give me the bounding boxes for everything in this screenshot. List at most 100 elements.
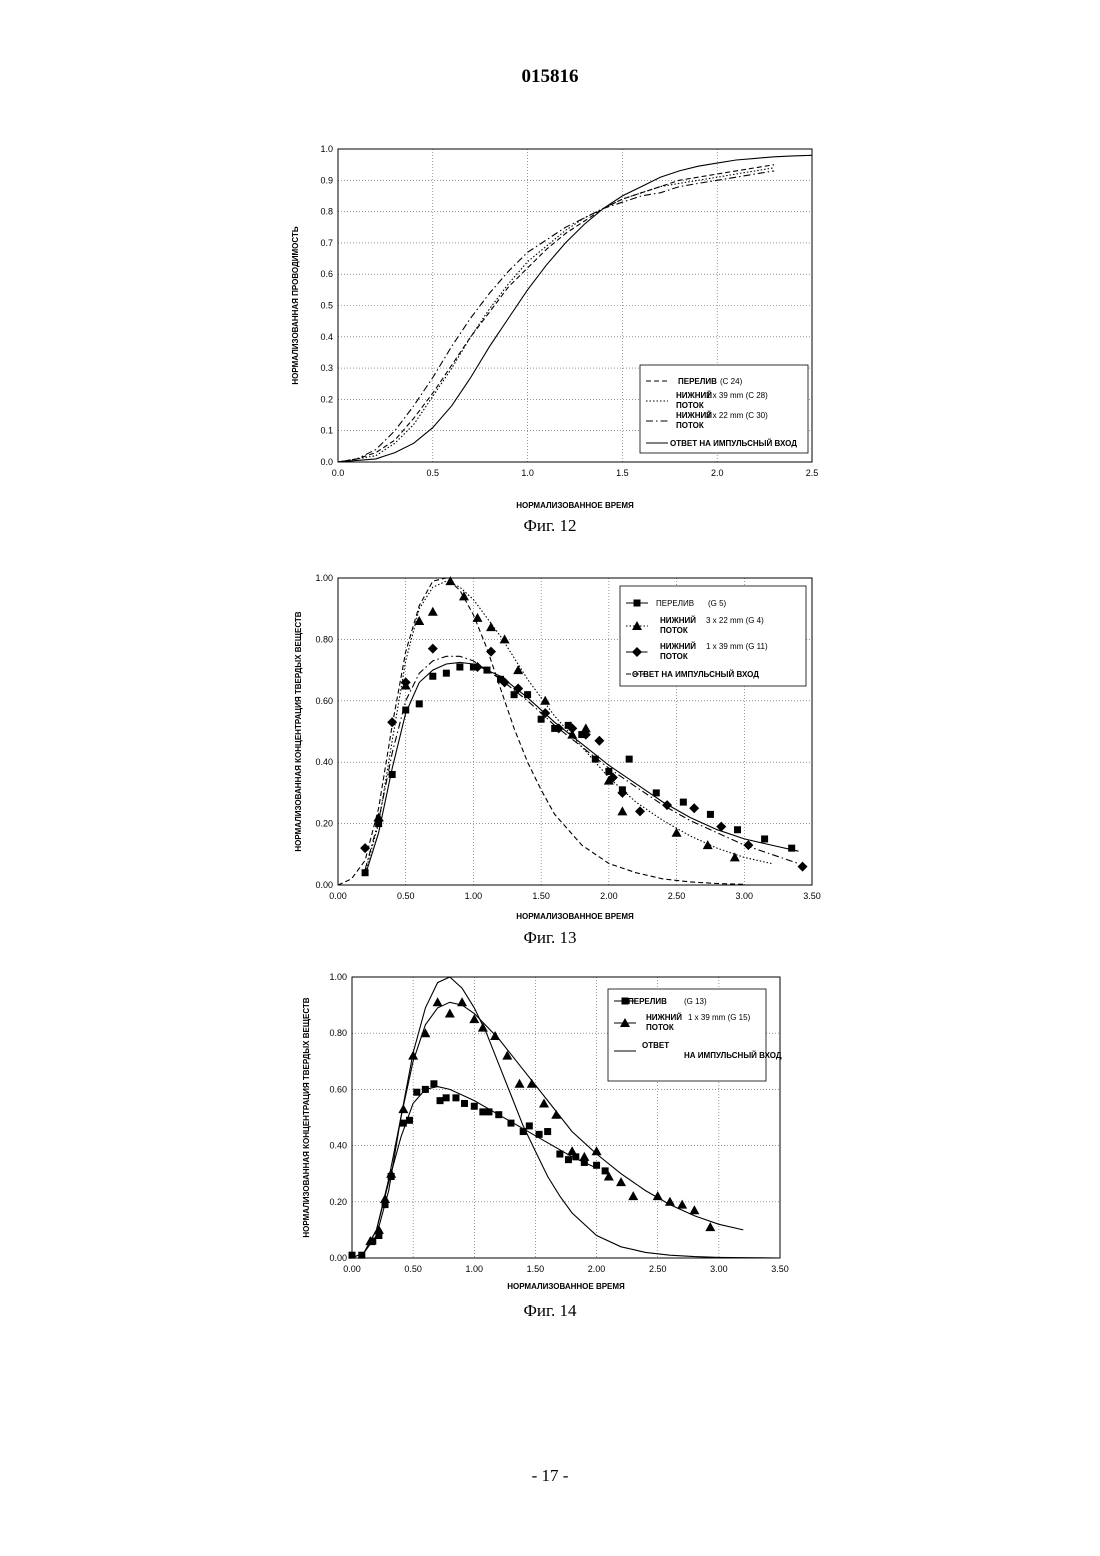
figure-caption-14: Фиг. 14 [0,1301,1100,1321]
legend-label: 1 x 39 mm (G 15) [688,1013,751,1022]
data-point [743,840,753,850]
y-tick-label: 0.9 [320,175,333,185]
data-point [602,1167,609,1174]
series-0 [349,1080,609,1258]
legend-label: НА ИМПУЛЬСНЫЙ ВХОД [684,1051,782,1060]
x-tick-label: 0.00 [329,891,347,901]
data-point [662,800,672,810]
x-tick-label: 2.5 [806,468,819,478]
data-point [414,616,424,625]
series-0 [362,662,799,876]
data-point [459,591,469,600]
y-tick-label: 0.00 [329,1253,347,1263]
x-axis-title: НОРМАЛИЗОВАННОЕ ВРЕМЯ [516,501,634,510]
legend-label: ПОТОК [646,1023,674,1032]
y-tick-label: 0.4 [320,332,333,342]
x-tick-label: 1.0 [521,468,534,478]
legend-label: ОТВЕТ НА ИМПУЛЬСНЫЙ ВХОД [670,439,797,448]
data-point [527,1079,537,1088]
x-tick-label: 3.00 [736,891,754,901]
data-point [437,1097,444,1104]
legend-label: ПОТОК [676,401,704,410]
y-tick-label: 0.20 [315,819,333,829]
legend-label: ПОТОК [676,421,704,430]
data-point [422,1086,429,1093]
data-point [420,1028,430,1037]
x-tick-label: 3.50 [771,1264,789,1274]
y-tick-label: 0.6 [320,269,333,279]
legend-swatch-marker [634,600,641,607]
data-point [628,1191,638,1200]
x-axis-title: НОРМАЛИЗОВАННОЕ ВРЕМЯ [507,1282,625,1291]
x-tick-label: 1.00 [466,1264,484,1274]
data-point [486,622,496,631]
data-point [524,691,531,698]
y-axis-title: НОРМАЛИЗОВАННАЯ КОНЦЕНТРАЦИЯ ТВЕРДЫХ ВЕЩ… [302,997,311,1237]
y-tick-label: 0.00 [315,880,333,890]
data-point [707,811,714,818]
x-tick-label: 2.50 [668,891,686,901]
data-point [665,1197,675,1206]
y-tick-label: 0.60 [315,696,333,706]
data-point [502,1051,512,1060]
data-point [689,803,699,813]
data-point [536,1131,543,1138]
data-point [703,840,713,849]
x-tick-label: 2.00 [588,1264,606,1274]
y-tick-label: 0.80 [329,1028,347,1038]
legend-label: 3 x 22 mm (G 4) [706,616,764,625]
data-point [433,997,443,1006]
data-point [445,1009,455,1018]
x-tick-label: 0.50 [404,1264,422,1274]
y-tick-label: 0.8 [320,207,333,217]
data-point [761,835,768,842]
data-point [456,664,463,671]
x-tick-label: 1.5 [616,468,629,478]
legend-label: ОТВЕТ [642,1041,669,1050]
data-point [593,1162,600,1169]
x-tick-label: 0.5 [427,468,440,478]
data-point [429,673,436,680]
data-point [479,1108,486,1115]
data-point [677,1200,687,1209]
legend-label: ПОТОК [660,626,688,635]
legend-label: (C 24) [720,377,743,386]
legend-label: 3 x 22 mm (C 30) [706,411,768,420]
chart-fig14: 0.000.501.001.502.002.503.003.500.000.20… [0,965,1100,1305]
document-number: 015816 [0,66,1100,88]
legend-label: ПЕРЕЛИВ [628,997,667,1006]
data-point [788,845,795,852]
legend-label: ПОТОК [660,652,688,661]
y-tick-label: 0.20 [329,1197,347,1207]
x-tick-label: 0.0 [332,468,345,478]
y-tick-label: 0.80 [315,634,333,644]
y-axis-title: НОРМАЛИЗОВАННАЯ КОНЦЕНТРАЦИЯ ТВЕРДЫХ ВЕЩ… [294,611,303,851]
legend-label: 1 x 39 mm (G 11) [706,642,768,651]
data-point [680,799,687,806]
data-point [387,717,397,727]
y-tick-label: 1.0 [320,144,333,154]
legend-label: (G 5) [708,599,727,608]
x-tick-label: 2.00 [600,891,618,901]
legend-label: ОТВЕТ НА ИМПУЛЬСНЫЙ ВХОД [632,670,759,679]
x-tick-label: 1.00 [465,891,483,901]
x-tick-label: 3.50 [803,891,821,901]
data-point [428,607,438,616]
data-point [443,1094,450,1101]
x-axis-title: НОРМАЛИЗОВАННОЕ ВРЕМЯ [516,912,634,921]
data-point [565,1156,572,1163]
x-tick-label: 1.50 [532,891,550,901]
y-tick-label: 0.40 [315,757,333,767]
data-point [401,677,411,687]
x-tick-label: 2.50 [649,1264,667,1274]
y-tick-label: 0.5 [320,301,333,311]
data-point [406,1117,413,1124]
data-point [616,1177,626,1186]
data-point [544,1128,551,1135]
data-point [579,1152,589,1161]
data-point [798,862,808,872]
data-point [511,691,518,698]
y-tick-label: 1.00 [329,972,347,982]
data-point [538,716,545,723]
data-point [734,826,741,833]
